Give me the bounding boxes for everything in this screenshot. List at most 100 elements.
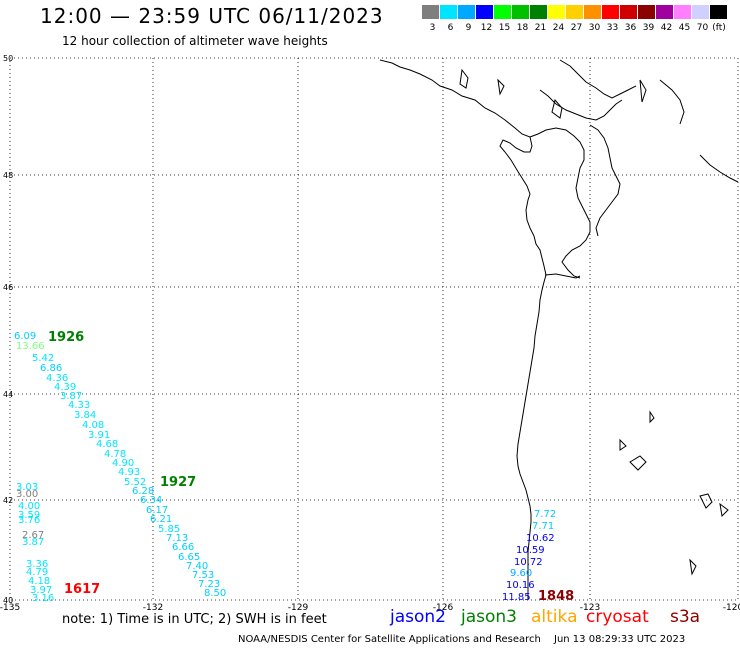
legend-swatch <box>512 5 529 19</box>
legend-label: 12 <box>480 23 493 33</box>
wave-height-value: 13.66 <box>16 341 45 352</box>
legend-swatch <box>476 5 493 19</box>
legend-label: 6 <box>447 23 454 33</box>
plot-frame <box>9 57 739 601</box>
legend-label: 70 <box>696 23 709 33</box>
wave-height-value: 6.34 <box>140 495 162 506</box>
wave-height-value: 3.84 <box>74 410 96 421</box>
longitude-labels: -135 -132 -129 -126 -123 -120 <box>0 603 740 612</box>
track-time-label: 1617 <box>64 582 100 597</box>
legend-label: 18 <box>516 23 529 33</box>
wave-height-value: 4.18 <box>28 576 50 587</box>
lat-label: 46 <box>3 283 13 292</box>
lon-label: -135 <box>0 603 20 612</box>
wave-height-value: 3.59 <box>18 510 40 521</box>
lake <box>699 493 713 509</box>
satellite-jason3: jason3 <box>461 607 517 627</box>
coastline <box>379 59 739 600</box>
wave-height-value: 7.72 <box>534 509 556 520</box>
wave-height-value: 3.00 <box>16 489 38 500</box>
legend-swatch <box>458 5 475 19</box>
legend-label: 3 <box>429 23 436 33</box>
legend-swatch <box>494 5 511 19</box>
altimeter-tracks: 6.0913.665.426.864.364.393.874.333.844.0… <box>14 330 574 604</box>
lakes <box>459 68 729 576</box>
wave-height-value: 7.23 <box>198 579 220 590</box>
wave-height-value: 3.16 <box>32 593 54 604</box>
wave-height-value: 8.50 <box>204 588 226 599</box>
legend-label: 30 <box>588 23 601 33</box>
wave-height-value: 4.39 <box>54 382 76 393</box>
satellite-s3a: s3a <box>670 607 701 627</box>
strait-georgia <box>539 89 623 121</box>
wave-height-value: 6.09 <box>14 331 36 342</box>
track-1926: 6.0913.665.426.864.364.393.874.333.844.0… <box>14 330 226 599</box>
wave-height-value: 7.13 <box>166 533 188 544</box>
wave-height-value: 3.36 <box>26 559 48 570</box>
legend-label: 36 <box>624 23 637 33</box>
wave-height-value: 10.59 <box>516 545 545 556</box>
legend-swatch <box>440 5 457 19</box>
lon-label: -120 <box>723 603 740 612</box>
lake <box>619 438 627 451</box>
lat-label: 40 <box>3 596 13 605</box>
legend-label: 42 <box>660 23 673 33</box>
lake <box>629 455 647 471</box>
wave-height-value: 3.87 <box>22 537 44 548</box>
lake <box>639 79 647 103</box>
legend-unit: (ft) <box>712 23 726 33</box>
wave-height-value: 3.76 <box>18 515 40 526</box>
footer-credit: NOAA/NESDIS Center for Satellite Applica… <box>238 634 541 645</box>
wave-height-value: 5.42 <box>32 353 54 364</box>
wave-height-value: 4.78 <box>104 449 126 460</box>
lake <box>497 78 505 96</box>
legend-swatch <box>584 5 601 19</box>
legend-swatch <box>710 5 727 19</box>
satellite-altika: altika <box>531 607 578 627</box>
lake <box>459 68 469 89</box>
lake <box>551 98 563 119</box>
wave-height-value: 3.87 <box>60 391 82 402</box>
legend-swatch <box>638 5 655 19</box>
wave-height-value: 4.33 <box>68 400 90 411</box>
wave-height-value: 10.72 <box>514 557 543 568</box>
wave-height-value: 6.17 <box>146 505 168 516</box>
wave-height-value: 4.00 <box>18 501 40 512</box>
wave-height-value: 6.65 <box>178 552 200 563</box>
map-title: 12:00 — 23:59 UTC 06/11/2023 <box>40 4 384 28</box>
latitude-labels: 50 48 46 44 42 40 <box>3 54 13 605</box>
wave-height-value: 4.08 <box>82 420 104 431</box>
inland-river <box>659 79 685 125</box>
track-time-label: 1926 <box>48 330 84 345</box>
legend-label: 33 <box>606 23 619 33</box>
legend-label: 21 <box>534 23 547 33</box>
legend-swatch <box>602 5 619 19</box>
legend-swatch <box>656 5 673 19</box>
wave-height-value: 10.62 <box>526 533 555 544</box>
satellite-cryosat: cryosat <box>586 607 649 627</box>
inland-shore <box>699 154 739 183</box>
legend-swatch <box>620 5 637 19</box>
wave-height-map: 50 48 46 44 42 40 -135 -132 -129 -126 -123 -120 6.… <box>0 54 740 612</box>
footer: NOAA/NESDIS Center for Satellite Applica… <box>238 634 685 645</box>
legend-label: 9 <box>465 23 472 33</box>
legend-label: 15 <box>498 23 511 33</box>
track-time-label: 1848 <box>538 589 574 604</box>
lon-label: -132 <box>143 603 163 612</box>
lake <box>719 502 729 518</box>
lat-label: 42 <box>3 496 13 505</box>
bc-mainland <box>559 59 637 99</box>
satellite-jason2: jason2 <box>390 607 446 627</box>
columbia-river <box>544 273 581 279</box>
legend-label: 45 <box>678 23 691 33</box>
wave-height-value: 10.16 <box>506 580 535 591</box>
lon-label: -129 <box>288 603 309 612</box>
wave-height-value: 3.97 <box>30 585 52 596</box>
note-text: note: 1) Time is in UTC; 2) SWH is in fe… <box>62 612 327 627</box>
puget-sound <box>589 124 621 237</box>
wave-height-value: 4.90 <box>112 458 134 469</box>
legend-label: 24 <box>552 23 565 33</box>
track-1927: 1927 <box>160 475 196 490</box>
wave-height-value: 7.53 <box>192 570 214 581</box>
wave-height-value: 3.91 <box>88 430 110 441</box>
